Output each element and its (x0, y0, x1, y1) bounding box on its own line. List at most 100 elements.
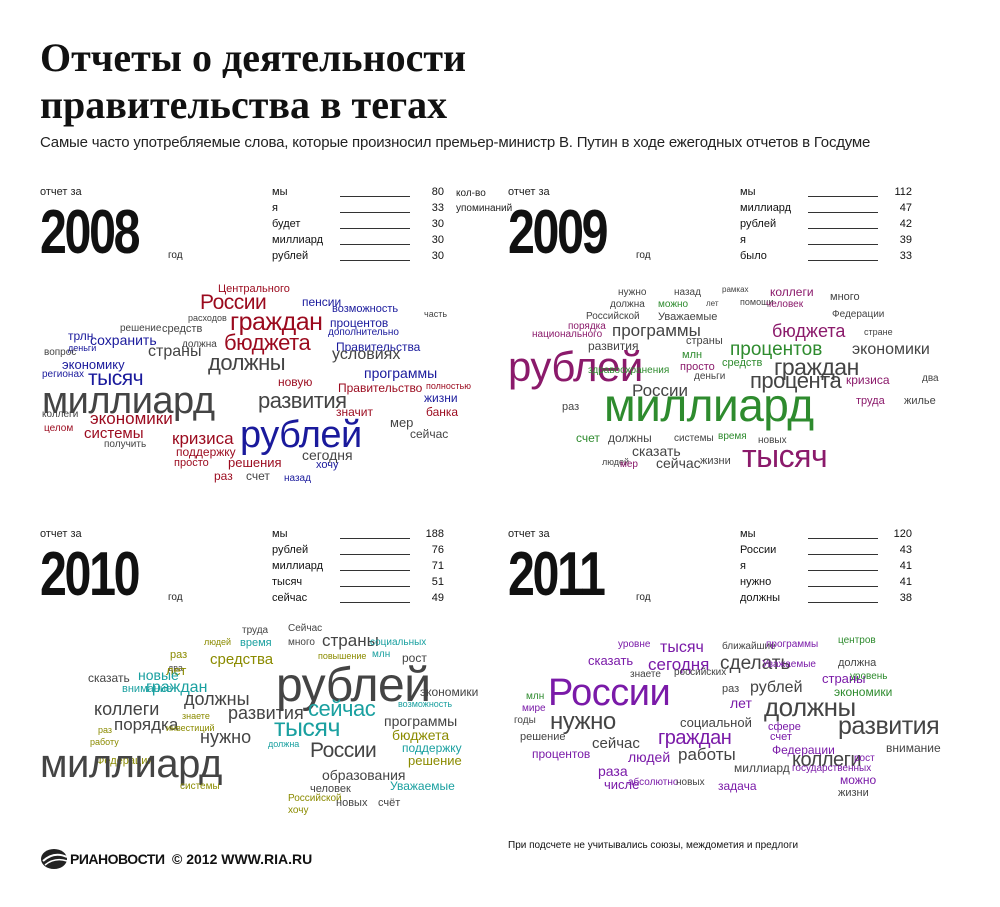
cloud-word: бюджета (392, 727, 450, 743)
stat-count: 76 (431, 544, 444, 556)
word-cloud: уровне тысяч ближайшие программы центров сказ… (508, 528, 978, 799)
cloud-word: уровне (618, 639, 651, 650)
cloud-word: средств (722, 357, 763, 369)
stat-row: я 39 (740, 234, 940, 250)
cloud-word: работу (90, 737, 119, 747)
stat-count: 41 (899, 576, 912, 588)
stat-count: 43 (899, 544, 912, 556)
cloud-word: повышение (318, 651, 367, 661)
stat-line (808, 228, 878, 229)
stat-row: нужно 41 (740, 576, 940, 592)
cloud-word: решение (408, 753, 462, 768)
cloud-word: млн (526, 691, 545, 702)
cloud-word: рост (402, 651, 427, 665)
cloud-word: пенсии (302, 295, 342, 309)
stat-line (808, 570, 878, 571)
cloud-word: сфере (768, 721, 801, 733)
stat-word: мы (740, 528, 756, 540)
stat-row: рублей 42 (740, 218, 940, 234)
cloud-word: сейчас (656, 455, 701, 471)
cloud-word: жилье (904, 395, 936, 407)
cloud-word: кризиса (172, 429, 234, 448)
cloud-word: труда (242, 625, 269, 636)
word-cloud: нужно назад рамках коллеги много должна можно л… (508, 186, 978, 473)
word-cloud: труда Сейчас людей время много страны социальн… (40, 528, 510, 816)
stat-count: 71 (431, 560, 444, 572)
cloud-word: полностью (426, 381, 471, 391)
footnote: При подсчете не учитывались союзы, междо… (508, 840, 799, 851)
stat-line (340, 538, 410, 539)
stat-word: рублей (740, 218, 777, 230)
stat-row: сейчас 49 (272, 592, 472, 608)
cloud-word: нужно (200, 727, 252, 747)
stat-row: мы 188 (272, 528, 472, 544)
report-label: отчет за (40, 528, 82, 540)
cloud-word: развития (258, 388, 347, 413)
cloud-word: коллеги (792, 749, 862, 771)
cloud-word: вопрос (44, 347, 77, 358)
cloud-word: дополнительно (328, 327, 399, 338)
cloud-word: сейчас (308, 696, 376, 721)
year-suffix: год (636, 592, 651, 603)
cloud-word: жизни (424, 391, 458, 405)
cloud-word: раз (98, 725, 113, 735)
stat-count: 30 (431, 234, 444, 246)
stat-line (808, 260, 878, 261)
cloud-word: Сейчас (288, 623, 323, 634)
cloud-word: миллиард (734, 761, 790, 775)
cloud-word: сказать (88, 671, 130, 685)
cloud-word: страны (822, 671, 866, 686)
cloud-word: должна (610, 299, 645, 310)
stat-word: было (740, 250, 767, 262)
cloud-word: новых (758, 435, 787, 446)
stat-word: России (740, 544, 777, 556)
stat-count: 51 (431, 576, 444, 588)
cloud-word: рублей (240, 414, 362, 456)
stat-row: я 33 (272, 202, 472, 218)
cloud-word: рублей (508, 343, 643, 390)
cloud-word: процента (750, 368, 842, 393)
cloud-word: миллиард (604, 379, 814, 431)
cloud-word: банка (426, 405, 459, 419)
cloud-word: труда (856, 395, 885, 407)
cloud-word: России (200, 291, 267, 314)
cloud-word: должны (608, 431, 652, 445)
cloud-word: миллиард (40, 742, 222, 786)
cloud-word: граждан (658, 727, 732, 749)
cloud-word: деньги (68, 343, 97, 353)
cloud-word: поддержку (402, 741, 462, 755)
cloud-word: тысяч (742, 438, 828, 474)
cloud-word: экономики (834, 685, 893, 699)
cloud-word: жизни (838, 787, 869, 799)
cloud-word: внимание (886, 741, 941, 755)
year-suffix: год (636, 250, 651, 261)
cloud-word: Российской (288, 793, 342, 804)
cloud-word: рублей (276, 659, 431, 712)
cloud-word: коллеги (770, 285, 814, 299)
cloud-word: мер (620, 459, 638, 470)
cloud-word: программы (612, 321, 701, 340)
stat-count: 33 (431, 202, 444, 214)
cloud-word: порядка (568, 321, 606, 332)
copyright-text: © 2012 WWW.RIA.RU (172, 851, 313, 867)
cloud-word: человек (766, 299, 804, 310)
cloud-word: новых (676, 777, 705, 788)
cloud-word: системы (84, 425, 144, 442)
panel-2010: отчет за 2010 год мы 188 рублей 76 миллиард 71 ты… (40, 528, 510, 858)
stat-word: сейчас (272, 592, 308, 604)
cloud-word: социальной (680, 715, 752, 730)
stat-line (808, 586, 878, 587)
cloud-word: тысяч (274, 714, 340, 742)
stat-line (340, 228, 410, 229)
cloud-word: два (168, 663, 183, 673)
cloud-word: возможность (332, 303, 399, 315)
cloud-word: раз (214, 469, 233, 483)
report-year: 2011 (508, 540, 606, 609)
cloud-word: граждан (146, 679, 208, 696)
cloud-word: сказать (588, 653, 634, 668)
stat-count: 33 (899, 250, 912, 262)
cloud-word: российских (674, 667, 727, 678)
cloud-word: счет (576, 431, 600, 445)
cloud-word: страны (686, 335, 723, 347)
stat-word: я (272, 202, 278, 214)
